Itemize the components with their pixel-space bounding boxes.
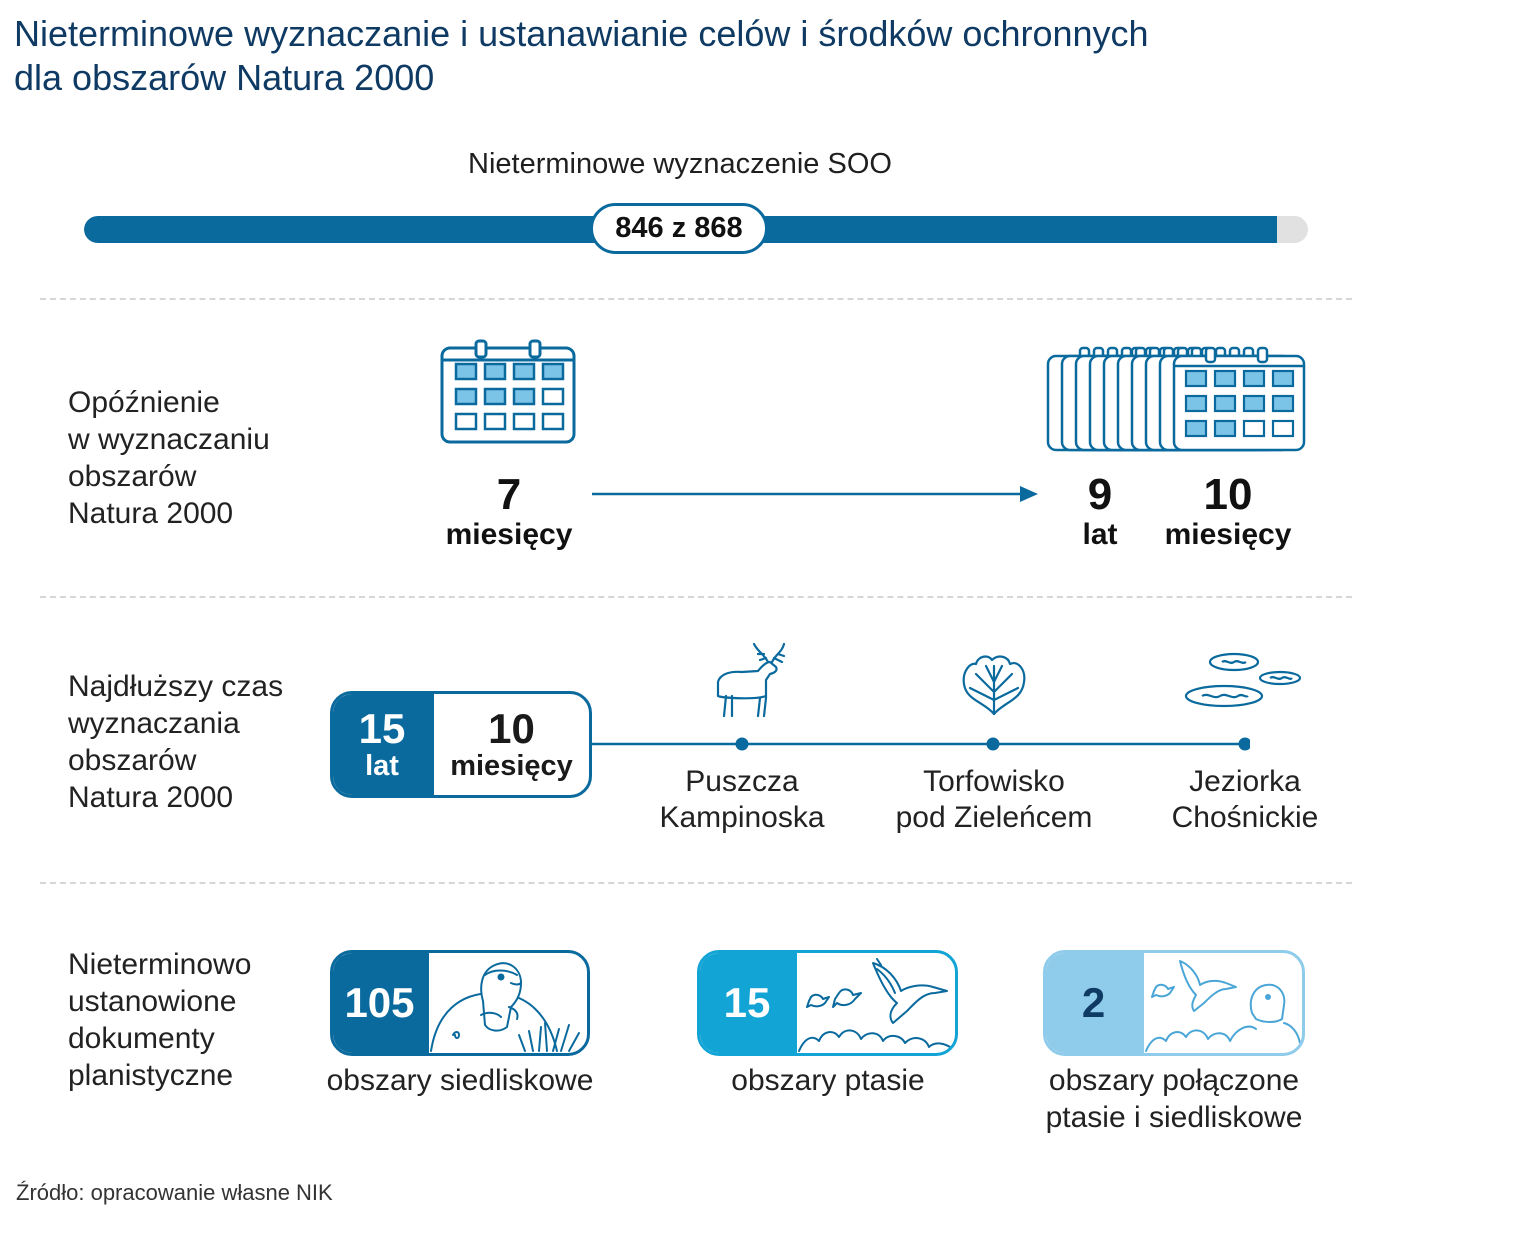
caption-line: ptasie i siedliskowe bbox=[1045, 1101, 1303, 1134]
lakes-icon bbox=[1184, 652, 1302, 708]
longest-months-number: 10 bbox=[488, 704, 535, 752]
title-line-1: Nieterminowe wyznaczanie i ustanawianie … bbox=[14, 13, 1149, 54]
longest-years-block: 15 lat bbox=[333, 694, 431, 795]
documents-label: Nieterminowo ustanowione dokumenty plani… bbox=[68, 946, 251, 1094]
caption-line: obszary ptasie bbox=[731, 1064, 925, 1097]
source-note: Źródło: opracowanie własne NIK bbox=[16, 1180, 333, 1205]
delay-end-years: 9 lat bbox=[1060, 472, 1140, 552]
site-puszcza-kampinoska: Puszcza Kampinoska bbox=[630, 764, 854, 836]
documents-label-line: Nieterminowo bbox=[68, 948, 252, 981]
delay-end-years-number: 9 bbox=[1087, 470, 1113, 519]
site-name-line: pod Zieleńcem bbox=[895, 801, 1093, 834]
site-name-line: Chośnickie bbox=[1171, 801, 1319, 834]
soo-label: Nieterminowe wyznaczenie SOO bbox=[468, 148, 892, 180]
longest-months-unit: miesięcy bbox=[450, 749, 573, 782]
document-card-habitat: 105 bbox=[330, 950, 590, 1056]
leaf-icon bbox=[962, 655, 1026, 716]
divider bbox=[40, 596, 1352, 598]
divider bbox=[40, 298, 1352, 300]
marmot-icon bbox=[426, 953, 587, 1053]
site-name-line: Jeziorka bbox=[1189, 765, 1301, 798]
longest-months-block: 10 miesięcy bbox=[431, 694, 589, 795]
timeline-line bbox=[590, 737, 1250, 751]
document-count-habitat: 105 bbox=[333, 953, 426, 1053]
longest-label-line: Natura 2000 bbox=[68, 781, 234, 814]
delay-label-line: obszarów bbox=[68, 460, 197, 493]
site-jeziorka-chosnickie: Jeziorka Chośnickie bbox=[1140, 764, 1350, 836]
site-name-line: Puszcza bbox=[685, 765, 799, 798]
delay-start-number: 7 bbox=[496, 470, 522, 519]
longest-duration-badge: 15 lat 10 miesięcy bbox=[330, 691, 592, 798]
longest-label-line: wyznaczania bbox=[68, 707, 240, 740]
divider bbox=[40, 882, 1352, 884]
page-title: Nieterminowe wyznaczanie i ustanawianie … bbox=[14, 12, 1414, 100]
soo-progress-badge: 846 z 868 bbox=[590, 203, 768, 254]
documents-label-line: ustanowione bbox=[68, 985, 237, 1018]
delay-label-line: Natura 2000 bbox=[68, 497, 234, 530]
title-line-2: dla obszarów Natura 2000 bbox=[14, 57, 435, 98]
caption-line: obszary połączone bbox=[1048, 1064, 1300, 1097]
delay-end-months: 10 miesięcy bbox=[1140, 472, 1316, 552]
moose-icon bbox=[716, 642, 786, 718]
delay-start-value: 7 miesięcy bbox=[418, 472, 600, 552]
document-count-birds: 15 bbox=[700, 953, 794, 1053]
site-name-line: Torfowisko bbox=[923, 765, 1065, 798]
document-count-combined: 2 bbox=[1046, 953, 1141, 1053]
site-torfowisko: Torfowisko pod Zieleńcem bbox=[866, 764, 1122, 836]
delay-label-line: w wyznaczaniu bbox=[68, 423, 270, 456]
longest-years-unit: lat bbox=[365, 749, 399, 782]
delay-label: Opóźnienie w wyznaczaniu obszarów Natura… bbox=[68, 384, 270, 532]
document-caption-combined: obszary połączone ptasie i siedliskowe bbox=[1014, 1062, 1334, 1136]
document-caption-habitat: obszary siedliskowe bbox=[300, 1062, 620, 1099]
arrow-right-icon bbox=[592, 486, 1038, 502]
calendar-icon bbox=[440, 339, 576, 444]
delay-end-months-unit: miesięcy bbox=[1164, 518, 1292, 551]
site-name-line: Kampinoska bbox=[659, 801, 825, 834]
caption-line: obszary siedliskowe bbox=[326, 1064, 594, 1097]
longest-years-number: 15 bbox=[358, 704, 406, 752]
delay-start-unit: miesięcy bbox=[445, 518, 573, 551]
longest-label-line: Najdłuższy czas bbox=[68, 670, 284, 703]
documents-label-line: planistyczne bbox=[68, 1059, 234, 1092]
document-card-birds: 15 bbox=[697, 950, 958, 1056]
documents-label-line: dokumenty bbox=[68, 1022, 215, 1055]
longest-label-line: obszarów bbox=[68, 744, 197, 777]
birds-icon bbox=[794, 953, 955, 1053]
delay-end-months-number: 10 bbox=[1203, 470, 1253, 519]
document-caption-birds: obszary ptasie bbox=[668, 1062, 988, 1099]
delay-end-years-unit: lat bbox=[1082, 518, 1118, 551]
document-card-combined: 2 bbox=[1043, 950, 1305, 1056]
longest-label: Najdłuższy czas wyznaczania obszarów Nat… bbox=[68, 668, 283, 816]
delay-label-line: Opóźnienie bbox=[68, 386, 220, 419]
birds-marmot-icon bbox=[1141, 953, 1302, 1053]
calendar-stack-icon bbox=[1046, 346, 1306, 452]
